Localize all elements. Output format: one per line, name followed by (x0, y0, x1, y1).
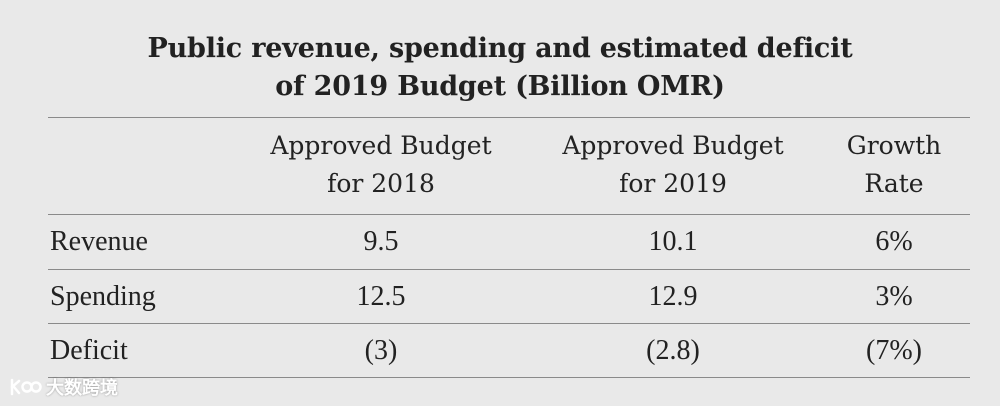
column-header-line-1: Approved Budget (270, 131, 492, 160)
column-header-approved-budget-2019: Approved Budget for 2019 (532, 127, 814, 203)
row-divider-revenue (48, 269, 970, 270)
row-label-deficit: Deficit (50, 335, 128, 366)
header-bottom-divider (48, 214, 970, 215)
table-title-line-2: of 2019 Budget (Billion OMR) (275, 71, 725, 102)
revenue-growth-value: 6% (875, 226, 913, 257)
watermark-text: 大数跨境 (46, 378, 118, 399)
deficit-2018-value: (3) (364, 335, 398, 366)
deficit-growth-value: (7%) (866, 335, 922, 366)
spending-2018-value: 12.5 (356, 281, 406, 312)
column-header-growth-rate: Growth Rate (824, 127, 964, 203)
column-header-line-2: for 2018 (327, 169, 435, 198)
row-divider-spending (48, 323, 970, 324)
revenue-2018-value: 9.5 (363, 226, 399, 257)
deficit-2019-value: (2.8) (646, 335, 700, 366)
column-header-line-1: Approved Budget (562, 131, 784, 160)
watermark-logo-icon (10, 378, 42, 396)
spending-growth-value: 3% (875, 281, 913, 312)
column-header-line-1: Growth (846, 131, 942, 160)
table-bottom-divider (48, 377, 970, 378)
row-label-revenue: Revenue (50, 226, 148, 257)
column-header-line-2: for 2019 (619, 169, 727, 198)
watermark: 大数跨境 (8, 373, 118, 401)
row-label-spending: Spending (50, 281, 156, 312)
table-title: Public revenue, spending and estimated d… (0, 30, 1000, 106)
revenue-2019-value: 10.1 (648, 226, 698, 257)
table-title-line-1: Public revenue, spending and estimated d… (147, 33, 853, 64)
spending-2019-value: 12.9 (648, 281, 698, 312)
header-top-divider (48, 117, 970, 118)
column-header-line-2: Rate (864, 169, 924, 198)
column-header-approved-budget-2018: Approved Budget for 2018 (240, 127, 522, 203)
